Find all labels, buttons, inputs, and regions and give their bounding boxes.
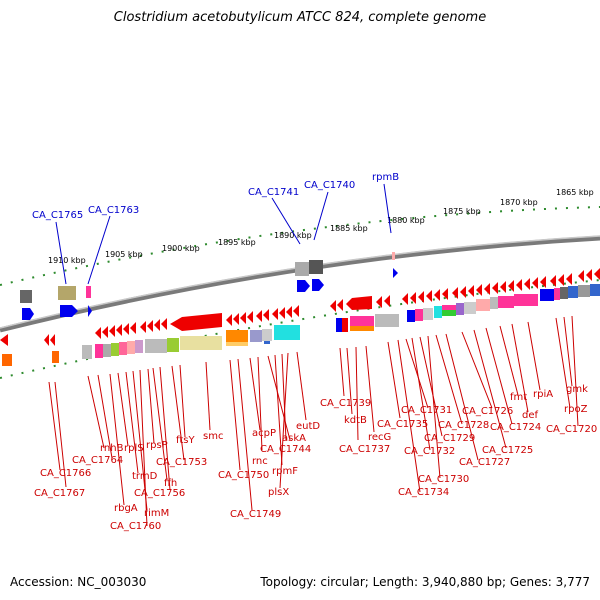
gene-label: def [522, 410, 539, 421]
gene-label: rpoZ [564, 404, 588, 415]
gene-label: trmD [132, 471, 158, 482]
gene-label: rpiA [533, 389, 553, 400]
gene-label: CA_C1734 [398, 487, 449, 498]
kbp-label: 1905 kbp [105, 250, 143, 259]
gene-label: ftsY [176, 435, 195, 446]
gene-label: CA_C1756 [134, 488, 185, 499]
gene-label: CA_C1728 [438, 420, 489, 431]
gene-label: rpmF [272, 466, 298, 477]
gene-label: CA_C1730 [418, 474, 469, 485]
gene-label: CA_C1720 [546, 424, 597, 435]
gene-label: smc [203, 431, 223, 442]
gene-label: CA_C1760 [110, 521, 161, 532]
gene-label: CA_C1740 [304, 180, 355, 191]
gene-label: CA_C1741 [248, 187, 299, 198]
gene-label: rplS [124, 443, 144, 454]
kbp-label: 1890 kbp [274, 231, 312, 240]
bottom-callouts [48, 315, 579, 527]
gene-label: eutD [296, 421, 320, 432]
gene-label: rpmB [372, 172, 399, 183]
gene-label: CA_C1729 [424, 433, 475, 444]
gene-label: CA_C1763 [88, 205, 139, 216]
gene-label: CA_C1744 [260, 444, 311, 455]
kbp-label: 1910 kbp [48, 256, 86, 265]
gene-label: CA_C1750 [218, 470, 269, 481]
page-title: Clostridium acetobutylicum ATCC 824, com… [113, 10, 487, 25]
gene-label: acpP [252, 428, 276, 439]
gene-label: rnc [252, 456, 268, 467]
kbp-label: 1895 kbp [218, 238, 256, 247]
gene-label: fmt [510, 392, 527, 403]
kbp-label: 1880 kbp [387, 216, 425, 225]
top-callouts [55, 183, 392, 285]
kbp-label: 1900 kbp [162, 244, 200, 253]
gene-label: CA_C1725 [482, 445, 533, 456]
gene-label: askA [282, 433, 306, 444]
gene-label: rimM [144, 508, 169, 519]
gene-label: CA_C1732 [404, 446, 455, 457]
gene-label: rnhB [100, 443, 124, 454]
feature-blocks [2, 284, 600, 366]
kbp-label: 1875 kbp [443, 207, 481, 216]
gene-label: kdtB [344, 415, 367, 426]
kbp-label: 1885 kbp [330, 224, 368, 233]
reverse-arrows [0, 268, 600, 346]
genome-info-text: Topology: circular; Length: 3,940,880 bp… [260, 575, 590, 589]
gene-label: CA_C1749 [230, 509, 281, 520]
gene-label: CA_C1753 [156, 457, 207, 468]
gene-label: CA_C1726 [462, 406, 513, 417]
gene-label: rpsP [146, 440, 168, 451]
gene-label: CA_C1735 [377, 419, 428, 430]
gene-label: gmk [566, 384, 588, 395]
gene-label: ffh [164, 478, 177, 489]
gene-label: CA_C1737 [339, 444, 390, 455]
bottom-labels: rnhB CA_C1764 CA_C1766 CA_C1767 rbgA rpl… [34, 384, 597, 532]
kbp-label: 1870 kbp [500, 198, 538, 207]
gene-label: CA_C1731 [401, 405, 452, 416]
gene-label: CA_C1724 [490, 422, 541, 433]
gene-label: CA_C1765 [32, 210, 83, 221]
gene-label: CA_C1767 [34, 488, 85, 499]
gene-label: rbgA [114, 503, 138, 514]
gene-label: recG [368, 432, 391, 443]
accession-text: Accession: NC_003030 [10, 575, 147, 589]
gene-label: plsX [268, 487, 289, 498]
upper-features [20, 252, 398, 320]
gene-label: CA_C1739 [320, 398, 371, 409]
gene-label: CA_C1766 [40, 468, 91, 479]
gene-label: CA_C1727 [459, 457, 510, 468]
kbp-label: 1865 kbp [556, 188, 594, 197]
gene-label: CA_C1764 [72, 455, 123, 466]
